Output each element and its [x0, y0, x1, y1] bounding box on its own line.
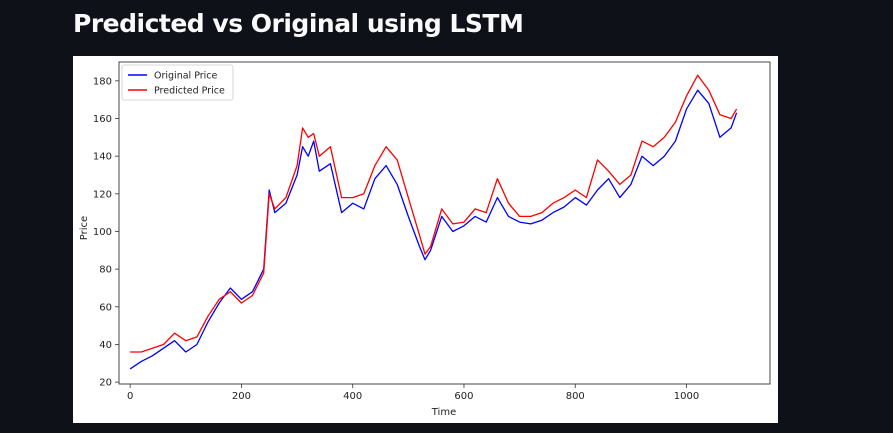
x-tick-label: 400 — [343, 391, 362, 402]
y-tick-label: 60 — [99, 302, 112, 313]
y-axis-label: Price — [79, 216, 90, 240]
x-tick-label: 200 — [232, 391, 251, 402]
x-tick-label: 1000 — [674, 391, 699, 402]
series-line-predicted-price — [130, 74, 738, 353]
plot-area-frame — [118, 61, 771, 385]
series-line-original-price — [129, 89, 738, 370]
line-chart: 0 200 400 600 800 1000 20 40 60 80 100 120 140 160 180… — [79, 61, 771, 418]
x-tick-label: 600 — [454, 391, 473, 402]
legend-label-original: Original Price — [154, 71, 218, 82]
x-tick-label: 0 — [127, 391, 133, 402]
y-tick-label: 140 — [93, 152, 112, 163]
y-tick-label: 40 — [99, 340, 112, 351]
y-tick-label: 100 — [93, 227, 112, 238]
y-tick-label: 20 — [99, 378, 112, 389]
legend: Original Price Predicted Price — [121, 64, 234, 101]
series-lines — [129, 74, 738, 370]
x-tick-label: 800 — [566, 391, 585, 402]
legend-label-predicted: Predicted Price — [154, 86, 225, 97]
legend-box — [121, 64, 234, 101]
x-axis-label: Time — [431, 407, 456, 418]
y-tick-label: 80 — [99, 265, 112, 276]
y-tick-label: 160 — [93, 114, 112, 125]
page-title: Predicted vs Original using LSTM — [73, 9, 524, 38]
chart-figure: 0 200 400 600 800 1000 20 40 60 80 100 120 140 160 180… — [73, 56, 778, 423]
y-tick-label: 180 — [93, 76, 112, 87]
y-tick-label: 120 — [93, 189, 112, 200]
axis-ticks: 0 200 400 600 800 1000 20 40 60 80 100 120 140 160 180 — [93, 76, 699, 402]
